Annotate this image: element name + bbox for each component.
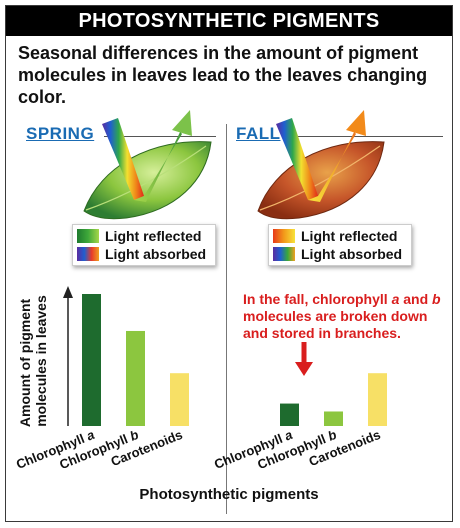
- fall-bar-chlorophyll-b: [324, 411, 343, 426]
- fall-incoming-light-icon: [276, 118, 318, 200]
- fall-bar-chlorophyll-a: [280, 403, 299, 426]
- spring-reflected-swatch: [77, 229, 99, 243]
- x-axis-label: Photosynthetic pigments: [139, 486, 319, 503]
- spring-arrow-head-icon: [172, 110, 192, 136]
- y-axis: [63, 286, 73, 426]
- fall-label: FALL: [236, 124, 281, 143]
- spring-bar-carotenoids: [170, 373, 189, 426]
- fall-bars: [280, 373, 387, 426]
- spring-absorbed-label: Light absorbed: [105, 246, 207, 262]
- spring-bars: [82, 294, 189, 426]
- spring-absorbed-swatch: [77, 247, 99, 261]
- fall-absorbed-swatch: [273, 247, 295, 261]
- spring-rule: [104, 136, 216, 137]
- spring-leaf-vein: [85, 145, 207, 211]
- fall-reflected-swatch: [273, 229, 295, 243]
- panel-divider: [226, 124, 227, 514]
- spring-bar-chlorophyll-a: [82, 294, 101, 426]
- intro-text: Seasonal differences in the amount of pi…: [18, 43, 428, 107]
- fall-leaf-vein: [259, 145, 381, 211]
- fall-leaf-icon: [257, 141, 385, 220]
- figure-frame: PHOTOSYNTHETIC PIGMENTS Seasonal differe…: [5, 5, 453, 522]
- fall-rule: [288, 136, 443, 137]
- fall-reflected-label: Light reflected: [301, 228, 398, 244]
- fall-bar-carotenoids: [368, 373, 387, 426]
- fall-note: In the fall, chlorophyll a and b molecul…: [243, 291, 441, 341]
- y-axis-arrow-icon: [63, 286, 73, 298]
- illustration-layer: Amount of pigment molecules in leaves Ch…: [14, 110, 387, 472]
- spring-incoming-light-icon: [102, 118, 144, 200]
- spring-bar-chlorophyll-b: [126, 330, 145, 426]
- spring-reflected-label: Light reflected: [105, 228, 202, 244]
- note-pointer-arrow-icon: [295, 342, 313, 376]
- spring-leaf-icon: [83, 141, 212, 220]
- fall-arrow-head-icon: [346, 110, 366, 136]
- fall-legend: Light reflected Light absorbed: [268, 224, 412, 266]
- spring-legend: Light reflected Light absorbed: [72, 224, 216, 266]
- y-axis-label: Amount of pigment molecules in leaves: [17, 295, 49, 427]
- spring-label: SPRING: [26, 124, 95, 143]
- figure-title: PHOTOSYNTHETIC PIGMENTS: [6, 6, 452, 36]
- spring-leaf-illustration: [83, 110, 212, 220]
- fall-leaf-illustration: [257, 110, 385, 220]
- fall-absorbed-label: Light absorbed: [301, 246, 403, 262]
